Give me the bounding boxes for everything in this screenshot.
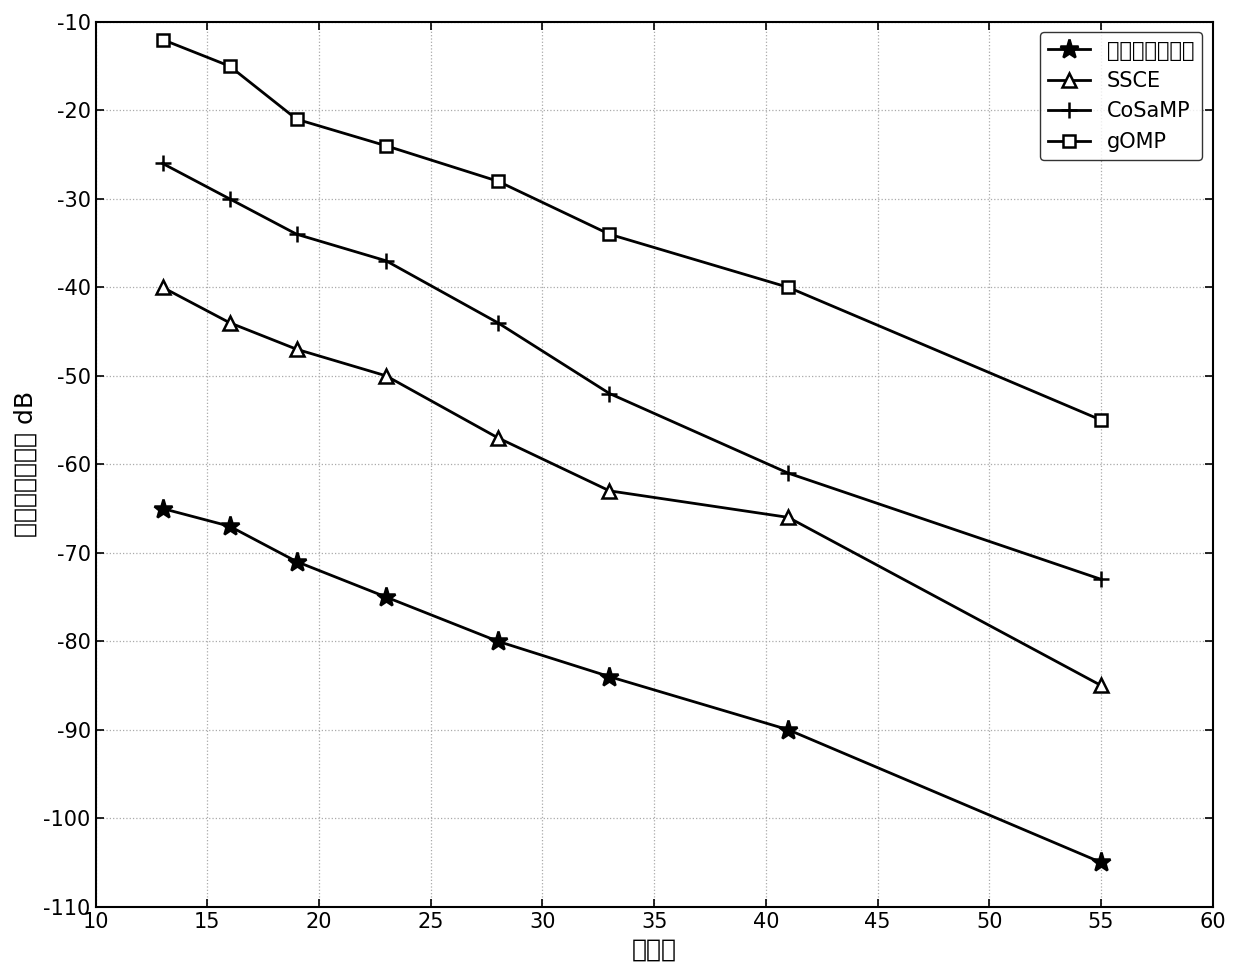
本发明所述算法 [603, 671, 618, 682]
X-axis label: 信噪比: 信噪比 [631, 937, 677, 961]
Line: SSCE: SSCE [156, 281, 1109, 692]
SSCE [155, 282, 170, 293]
gOMP [781, 282, 796, 293]
CoSaMP [603, 388, 618, 400]
SSCE [222, 317, 237, 329]
Line: 本发明所述算法: 本发明所述算法 [153, 499, 1111, 873]
本发明所述算法 [289, 556, 304, 567]
SSCE [781, 512, 796, 524]
本发明所述算法 [378, 591, 393, 603]
gOMP [222, 60, 237, 72]
SSCE [289, 343, 304, 355]
CoSaMP [155, 158, 170, 170]
CoSaMP [378, 254, 393, 266]
CoSaMP [222, 193, 237, 205]
gOMP [378, 139, 393, 151]
Y-axis label: 归一化均方误差 dB: 归一化均方误差 dB [14, 391, 38, 537]
SSCE [1094, 680, 1109, 691]
Legend: 本发明所述算法, SSCE, CoSaMP, gOMP: 本发明所述算法, SSCE, CoSaMP, gOMP [1040, 32, 1203, 160]
SSCE [490, 432, 505, 444]
本发明所述算法 [155, 503, 170, 515]
Line: gOMP: gOMP [156, 33, 1107, 426]
SSCE [603, 485, 618, 496]
gOMP [490, 176, 505, 187]
本发明所述算法 [222, 521, 237, 532]
本发明所述算法 [781, 723, 796, 735]
gOMP [603, 228, 618, 240]
本发明所述算法 [1094, 857, 1109, 869]
SSCE [378, 370, 393, 381]
Line: CoSaMP: CoSaMP [154, 155, 1110, 588]
CoSaMP [1094, 573, 1109, 585]
CoSaMP [289, 228, 304, 240]
CoSaMP [490, 317, 505, 329]
CoSaMP [781, 467, 796, 479]
gOMP [1094, 414, 1109, 426]
gOMP [289, 113, 304, 125]
gOMP [155, 34, 170, 46]
本发明所述算法 [490, 636, 505, 647]
